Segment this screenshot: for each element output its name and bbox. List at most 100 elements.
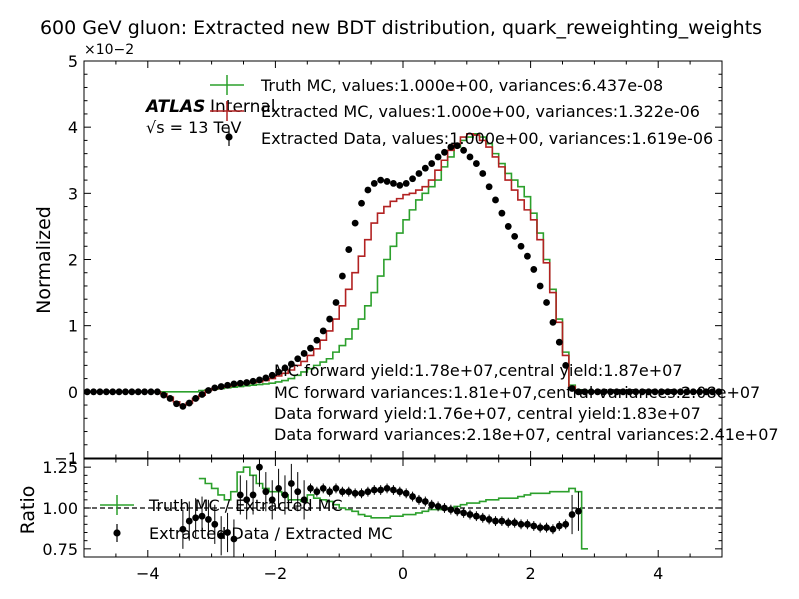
data-point [683, 388, 691, 396]
annotation-data-variances: Data forward variances:2.18e+07, central… [274, 425, 779, 444]
main-y-axis-label: Normalized [33, 206, 55, 314]
data-point [664, 388, 672, 396]
data-point [358, 199, 365, 207]
data-point [396, 181, 404, 189]
data-point [281, 491, 289, 499]
data-point [268, 371, 276, 379]
data-point [645, 388, 653, 396]
data-point [332, 485, 340, 492]
data-point [396, 488, 404, 496]
data-point [568, 511, 576, 518]
data-point [606, 388, 614, 396]
data-point [479, 514, 487, 522]
data-point [236, 379, 244, 387]
data-point [249, 377, 257, 385]
data-point [287, 480, 295, 487]
data-point [287, 360, 295, 368]
data-point [377, 486, 385, 494]
y-tick-label: 0 [68, 383, 78, 402]
data-point [434, 502, 442, 510]
data-point [294, 488, 302, 496]
data-point [102, 388, 110, 396]
data-point [192, 395, 200, 402]
data-point [632, 388, 640, 396]
data-point [147, 388, 155, 396]
data-point [504, 519, 512, 527]
data-point [256, 376, 263, 384]
y-tick-label: 1 [68, 317, 78, 336]
data-point [122, 388, 129, 396]
ratio-legend-truth-mc: Truth MC / Extracted MC [148, 496, 343, 515]
data-point [370, 180, 378, 187]
data-point [441, 504, 448, 512]
data-point [224, 381, 231, 389]
data-point [421, 498, 429, 505]
data-point [709, 388, 716, 396]
data-point [179, 525, 187, 533]
data-point [536, 524, 544, 531]
data-point [281, 364, 289, 372]
data-point [319, 327, 327, 335]
atlas-label: ATLAS [144, 97, 205, 117]
data-point [702, 388, 710, 396]
data-point [498, 209, 506, 217]
data-point [351, 489, 359, 497]
data-point [351, 219, 359, 227]
data-point [217, 532, 225, 540]
data-point [345, 246, 353, 253]
data-point [185, 517, 193, 525]
data-point [581, 388, 589, 396]
data-point [364, 186, 372, 194]
x-tick-label: −4 [136, 564, 160, 583]
data-point [338, 272, 346, 280]
data-point [524, 520, 531, 528]
data-point [402, 180, 410, 187]
x-tick-label: −2 [264, 564, 288, 583]
data-point [319, 485, 327, 492]
data-point [689, 388, 697, 396]
data-point [153, 388, 161, 396]
data-point [173, 400, 180, 408]
data-point [524, 252, 531, 260]
legend-extracted-data: Extracted Data, values:1.000e+00, varian… [261, 129, 713, 148]
y-tick-label: 5 [68, 52, 78, 71]
data-point [141, 388, 149, 396]
data-point [256, 463, 263, 471]
data-point [428, 501, 436, 509]
data-point [492, 517, 499, 525]
data-point [415, 496, 423, 504]
legend-extracted-data-marker-icon [225, 133, 233, 141]
energy-label: √s = 13 TeV [146, 118, 241, 137]
data-point [511, 519, 519, 527]
chart-title: 600 GeV gluon: Extracted new BDT distrib… [40, 17, 762, 39]
main-ticks [83, 60, 723, 459]
data-point [555, 338, 563, 346]
data-point [453, 507, 461, 515]
data-point [619, 388, 627, 396]
data-point [383, 178, 391, 185]
data-point [466, 511, 474, 518]
data-point [307, 344, 314, 352]
data-point [300, 496, 308, 504]
data-point [677, 388, 684, 396]
data-point [211, 520, 219, 528]
data-point [390, 486, 397, 494]
data-point [657, 388, 665, 396]
data-point [485, 516, 493, 523]
data-point [205, 516, 212, 523]
data-point [441, 148, 448, 156]
data-point [626, 388, 633, 396]
data-point [562, 520, 570, 528]
data-point [536, 282, 544, 290]
data-point [243, 379, 251, 386]
data-point [409, 175, 416, 183]
ratio-legend: Truth MC / Extracted MC Extracted Data /… [100, 495, 393, 543]
data-point [492, 196, 499, 204]
data-point [472, 512, 480, 520]
y-tick-label: 4 [68, 118, 78, 137]
ratio-legend-extracted-data: Extracted Data / Extracted MC [149, 524, 393, 543]
data-point [415, 170, 423, 177]
data-point [294, 355, 302, 363]
data-point [332, 299, 340, 306]
